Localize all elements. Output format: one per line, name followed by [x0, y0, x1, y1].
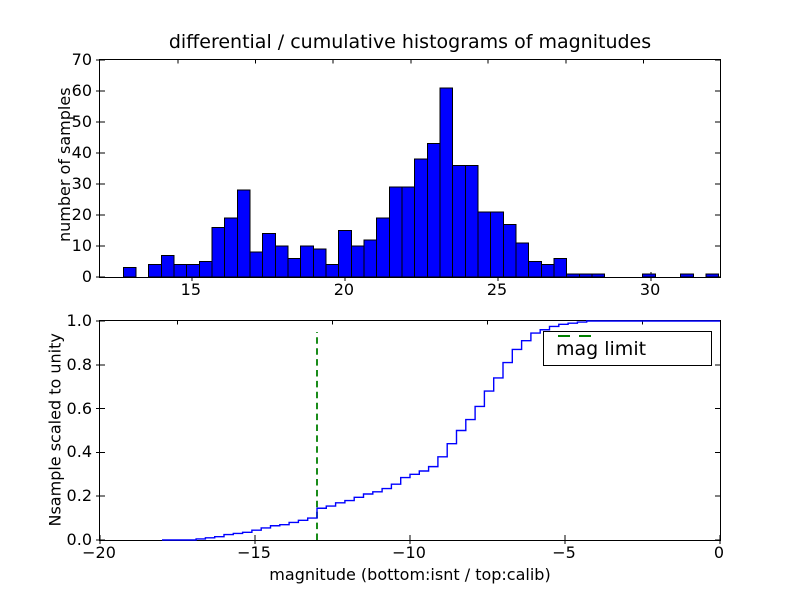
top-x-tick-label: 15 — [180, 280, 202, 299]
figure-title: differential / cumulative histograms of … — [168, 31, 652, 53]
top-y-tick-label: 40 — [71, 143, 92, 162]
top-y-tick-label: 0 — [81, 267, 92, 286]
bottom-y-tick-label: 0.4 — [66, 442, 92, 462]
x-axis-label: magnitude (bottom:isnt / top:calib) — [269, 565, 551, 584]
bottom-y-tick-label: 0.6 — [66, 398, 92, 418]
bottom-cumulative-canvas — [96, 320, 721, 544]
bottom-x-tick-label: −10 — [392, 543, 426, 562]
bottom-y-tick-label: 0.0 — [66, 530, 92, 549]
bottom-x-tick-label: −15 — [237, 543, 271, 562]
bottom-x-tick-label: −5 — [552, 543, 576, 562]
bottom-y-tick-label: 1.0 — [66, 311, 92, 330]
top-y-tick-label: 30 — [71, 174, 92, 193]
legend-dashed-line-sample — [558, 335, 598, 337]
top-y-tick-label: 20 — [71, 205, 92, 224]
bottom-x-tick-label: −20 — [82, 543, 116, 562]
top-x-tick-label: 30 — [639, 280, 661, 299]
top-y-tick-label: 50 — [71, 112, 92, 131]
top-x-tick-label: 20 — [333, 280, 355, 299]
bottom-x-tick-label: 0 — [713, 543, 725, 562]
top-y-tick-label: 10 — [71, 236, 92, 255]
bottom-y-tick-label: 0.8 — [66, 354, 92, 374]
top-y-tick-label: 70 — [71, 50, 92, 69]
legend: mag limit — [543, 331, 712, 366]
top-histogram-canvas — [96, 59, 720, 281]
legend-label: mag limit — [556, 337, 647, 360]
top-differential-histogram-plot — [96, 59, 721, 281]
bottom-cumulative-plot: mag limit — [96, 320, 721, 544]
top-x-tick-label: 25 — [486, 280, 508, 299]
bottom-y-tick-label: 0.2 — [66, 486, 92, 506]
top-y-tick-label: 60 — [71, 81, 92, 100]
